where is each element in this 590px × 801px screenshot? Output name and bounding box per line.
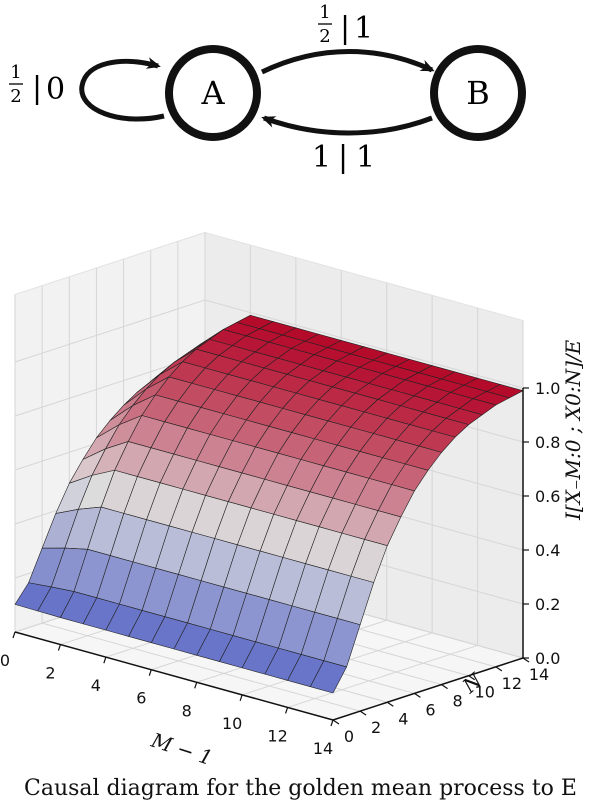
x-tick-label: 2 xyxy=(45,664,55,683)
edge-ab-output: 1 xyxy=(354,11,373,46)
edge-a-to-b-label: 1 2 | 1 xyxy=(318,2,373,47)
y-axis-line xyxy=(332,657,524,721)
y-tick-label: 0 xyxy=(344,727,354,746)
state-a-label: A xyxy=(200,74,225,112)
edge-a-self-prob-num: 1 xyxy=(10,62,21,83)
z-tick-label: 0.8 xyxy=(535,433,560,452)
state-b-node xyxy=(430,45,526,141)
edge-a-self-label: 1 2 | 0 xyxy=(9,62,65,107)
gridline-z xyxy=(14,299,524,389)
y-tick-label: 12 xyxy=(502,674,522,693)
edge-ba-output: 1 xyxy=(356,140,375,175)
x-tick-mark xyxy=(285,707,289,714)
x-tick-mark xyxy=(12,631,16,639)
edge-a-self-output: 0 xyxy=(46,72,65,107)
x-tick-mark xyxy=(148,669,152,676)
edge-a-to-b xyxy=(260,49,435,75)
edge-ba-sep: | xyxy=(338,140,348,175)
y-tick-mark xyxy=(359,710,367,716)
x-tick-label: 10 xyxy=(222,714,242,733)
edge-ab-sep: | xyxy=(340,11,350,46)
edge-a-self-prob-den: 2 xyxy=(10,86,21,107)
edge-ab-prob-den: 2 xyxy=(319,26,330,47)
y-tick-label: 8 xyxy=(452,692,462,711)
z-tick-label: 0.6 xyxy=(535,487,560,506)
state-a-node xyxy=(165,45,261,141)
edge-a-self-sep: | xyxy=(32,71,42,106)
x-tick-mark xyxy=(239,694,243,702)
y-tick-mark xyxy=(332,719,340,725)
y-tick-mark xyxy=(441,684,448,690)
y-tick-label: 6 xyxy=(425,700,435,719)
x-tick-label: 0 xyxy=(0,651,10,670)
x-tick-label: 14 xyxy=(313,739,333,758)
z-tick-label: 0.4 xyxy=(535,541,560,560)
y-tick-mark xyxy=(386,701,394,707)
z-tick-label: 0.0 xyxy=(535,649,560,668)
figure-caption: Causal diagram for the golden mean proce… xyxy=(24,776,577,801)
state-diagram: A B 1 2 | 0 1 2 | 1 1 | 1 xyxy=(9,2,526,175)
y-tick-mark xyxy=(468,675,476,681)
surface-patch xyxy=(309,660,347,694)
edge-b-to-a xyxy=(261,115,433,136)
z-tick-label: 0.2 xyxy=(535,595,560,614)
edge-a-self-loop xyxy=(79,57,165,122)
x-tick-mark xyxy=(330,719,334,727)
y-tick-label: 2 xyxy=(371,718,381,737)
y-tick-mark xyxy=(495,666,503,672)
y-tick-label: 10 xyxy=(475,683,495,702)
x-tick-label: 6 xyxy=(136,689,146,708)
x-tick-mark xyxy=(103,656,107,664)
z-axis-label: I[X₋M:0 ; X0:N]/E xyxy=(561,339,585,521)
state-b-label: B xyxy=(466,74,490,112)
x-tick-label: 8 xyxy=(182,701,192,720)
x-tick-mark xyxy=(194,682,198,689)
y-tick-label: 4 xyxy=(398,709,408,728)
x-axis-label: M − 1 xyxy=(148,728,216,771)
edge-b-to-a-label: 1 | 1 xyxy=(312,140,375,175)
x-tick-label: 4 xyxy=(91,676,101,695)
edge-ab-prob-num: 1 xyxy=(319,2,330,23)
z-tick-label: 1.0 xyxy=(535,379,560,398)
edge-ba-prob: 1 xyxy=(312,140,331,175)
y-tick-label: 14 xyxy=(529,665,549,684)
x-axis-line xyxy=(14,631,334,721)
y-tick-mark xyxy=(414,692,421,698)
x-tick-label: 12 xyxy=(267,726,287,745)
plot-surface xyxy=(14,314,524,694)
y-tick-mark xyxy=(522,657,530,663)
x-tick-mark xyxy=(57,644,61,651)
